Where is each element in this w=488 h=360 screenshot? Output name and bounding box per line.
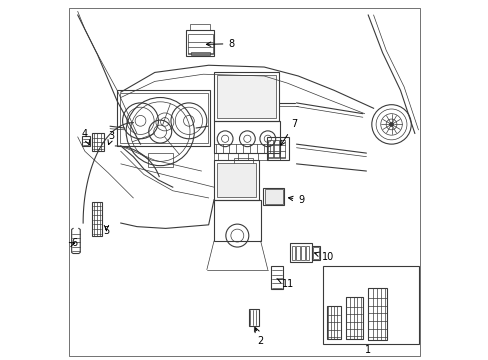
Bar [345, 297, 362, 338]
Text: 9: 9 [288, 195, 304, 205]
Text: 4: 4 [81, 129, 89, 145]
Bar [263, 188, 284, 205]
Bar [248, 309, 258, 326]
Bar [214, 121, 280, 153]
Bar [322, 266, 418, 344]
Bar [214, 160, 258, 200]
Bar [233, 158, 253, 164]
Bar [147, 153, 172, 167]
Bar [117, 90, 210, 146]
Circle shape [388, 122, 393, 127]
Bar [290, 243, 311, 262]
Bar [266, 137, 288, 160]
Bar [214, 144, 280, 153]
Bar [92, 202, 102, 235]
Bar [367, 288, 386, 339]
Text: 6: 6 [69, 238, 77, 248]
Bar [190, 51, 210, 55]
Bar [214, 153, 280, 160]
Bar [214, 200, 260, 241]
Bar [82, 136, 90, 146]
Bar [305, 246, 309, 260]
Bar [120, 93, 207, 143]
Text: 10: 10 [314, 252, 333, 262]
Bar [311, 246, 319, 260]
Text: 1: 1 [365, 345, 370, 355]
Bar [92, 134, 103, 150]
Text: 3: 3 [108, 131, 115, 145]
Text: 11: 11 [276, 279, 294, 289]
Bar [216, 75, 276, 118]
Bar [264, 189, 282, 204]
Bar [326, 306, 340, 338]
Bar [187, 34, 212, 54]
Bar [273, 140, 278, 158]
Bar [190, 24, 209, 31]
Bar [214, 72, 278, 121]
Text: 7: 7 [280, 120, 297, 145]
Bar [267, 140, 272, 158]
Text: 5: 5 [103, 225, 109, 235]
Bar [216, 163, 256, 197]
Bar [280, 140, 285, 158]
Bar [301, 246, 304, 260]
Bar [312, 247, 319, 259]
Bar [291, 246, 295, 260]
Bar [186, 31, 214, 56]
Bar [271, 266, 282, 289]
Text: 8: 8 [206, 39, 234, 49]
Text: 2: 2 [255, 328, 263, 346]
Bar [296, 246, 300, 260]
